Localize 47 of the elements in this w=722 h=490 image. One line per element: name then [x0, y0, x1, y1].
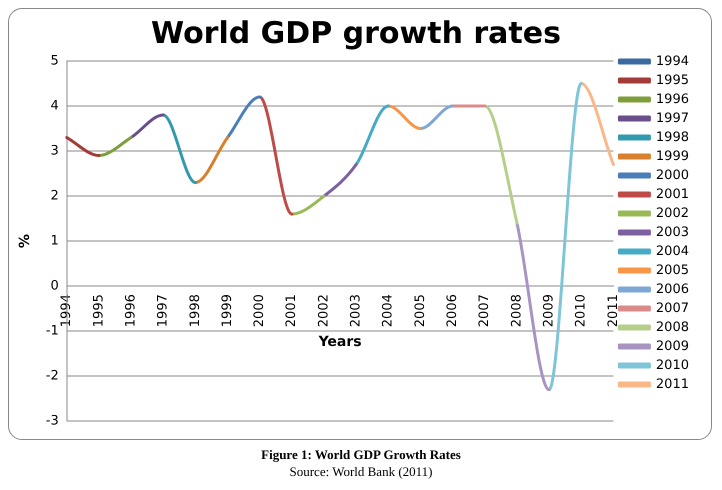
- y-tick-label: 4: [50, 98, 59, 114]
- x-tick-label: 2003: [348, 294, 364, 328]
- y-axis-title: %: [17, 234, 34, 248]
- x-tick-label: 1996: [123, 294, 138, 328]
- x-tick-label: 2007: [477, 294, 492, 328]
- legend-label: 1998: [656, 130, 690, 145]
- legend-label: 2004: [656, 244, 690, 259]
- y-tick-label: 3: [50, 143, 59, 158]
- legend-label: 1996: [656, 92, 690, 107]
- source-note: Source: World Bank (2011): [288, 463, 434, 480]
- legend-label: 2009: [656, 338, 690, 354]
- x-tick-label: 1998: [188, 294, 203, 328]
- legend-label: 2011: [656, 376, 690, 392]
- x-tick-label: 2006: [445, 294, 460, 328]
- chart-title: World GDP growth rates: [151, 16, 561, 51]
- y-tick-label: 0: [50, 278, 59, 294]
- x-tick-label: 2004: [380, 294, 396, 328]
- y-tick-label: 5: [50, 53, 59, 68]
- x-tick-label: 2009: [541, 294, 556, 328]
- x-tick-label: 2002: [316, 294, 332, 328]
- x-tick-label: 2008: [509, 294, 524, 328]
- legend-label: 1994: [656, 54, 690, 69]
- x-tick-label: 1997: [156, 294, 171, 328]
- x-tick-label: 1995: [91, 294, 106, 328]
- x-tick-label: 2010: [574, 294, 589, 328]
- caption: Figure 1: World GDP Growth Rates: [260, 446, 462, 463]
- y-tick-label: -2: [46, 368, 59, 384]
- y-tick-label: 1: [50, 233, 59, 248]
- x-tick-label: 2011: [606, 294, 621, 328]
- y-tick-label: -3: [46, 414, 59, 429]
- legend-label: 2000: [656, 168, 690, 183]
- legend-label: 1997: [656, 110, 690, 126]
- legend-label: 1999: [656, 148, 690, 164]
- legend-label: 2002: [656, 206, 690, 221]
- x-tick-label: 2005: [412, 294, 428, 328]
- x-axis-title: Years: [318, 334, 362, 350]
- legend-label: 2005: [656, 262, 690, 278]
- legend-label: 2006: [656, 282, 690, 297]
- y-tick-label: -1: [46, 324, 59, 339]
- legend-label: 2010: [656, 358, 690, 373]
- legend-label: 2003: [656, 224, 690, 240]
- x-tick-label: 2000: [252, 294, 268, 328]
- x-tick-label: 2001: [284, 294, 300, 328]
- legend-label: 1995: [656, 72, 690, 88]
- y-tick-label: 2: [50, 188, 59, 204]
- x-tick-label: 1999: [220, 294, 235, 328]
- legend-label: 2001: [656, 186, 690, 202]
